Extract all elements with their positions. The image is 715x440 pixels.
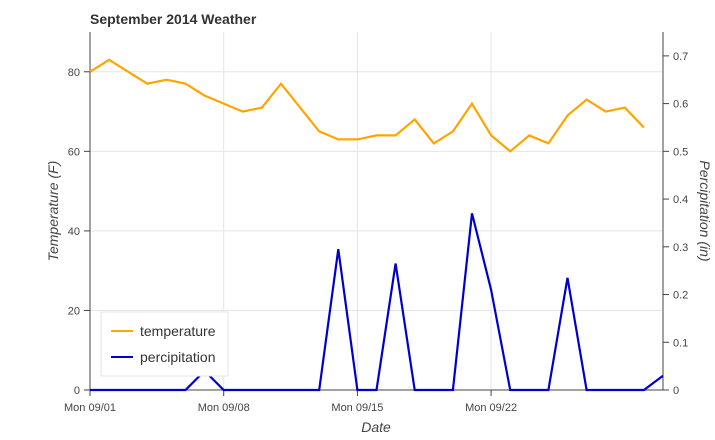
right-tick-label: 0.4	[673, 194, 688, 206]
legend-label-percipitation: percipitation	[140, 349, 216, 365]
left-tick-label: 20	[68, 305, 80, 317]
right-tick-label: 0.2	[673, 290, 688, 302]
left-tick-label: 0	[74, 385, 80, 397]
right-tick-label: 0.6	[673, 99, 688, 111]
left-tick-label: 80	[68, 67, 80, 79]
x-tick-label: Mon 09/15	[331, 402, 383, 414]
grid-lines	[90, 32, 663, 390]
y-axis-left-label: Temperature (F)	[45, 161, 61, 262]
x-tick-label: Mon 09/08	[198, 402, 250, 414]
right-tick-label: 0.5	[673, 146, 688, 158]
series-line-temperature	[89, 58, 645, 153]
x-tick-label: Mon 09/22	[465, 402, 517, 414]
right-tick-label: 0.7	[673, 51, 688, 63]
x-axis-label: Date	[361, 419, 391, 435]
left-tick-label: 40	[68, 226, 80, 238]
right-tick-label: 0	[673, 385, 679, 397]
legend-label-temperature: temperature	[140, 323, 216, 339]
left-axis-ticks: 0 20 40 60 80	[68, 67, 90, 397]
series-line-percipitation	[90, 213, 664, 392]
series-lines	[89, 58, 664, 392]
chart-title: September 2014 Weather	[90, 11, 257, 27]
right-tick-label: 0.3	[673, 242, 688, 254]
legend-box	[100, 311, 229, 377]
x-tick-label: Mon 09/01	[64, 402, 116, 414]
x-axis-ticks: Mon 09/01 Mon 09/08 Mon 09/15 Mon 09/22	[64, 390, 517, 414]
right-tick-label: 0.1	[673, 337, 688, 349]
legend: temperature percipitation	[100, 311, 229, 377]
y-axis-right-label: Percipitation (in)	[697, 160, 713, 261]
right-axis-ticks: 0 0.1 0.2 0.3 0.4 0.5 0.6 0.7	[663, 51, 688, 397]
left-tick-label: 60	[68, 146, 80, 158]
